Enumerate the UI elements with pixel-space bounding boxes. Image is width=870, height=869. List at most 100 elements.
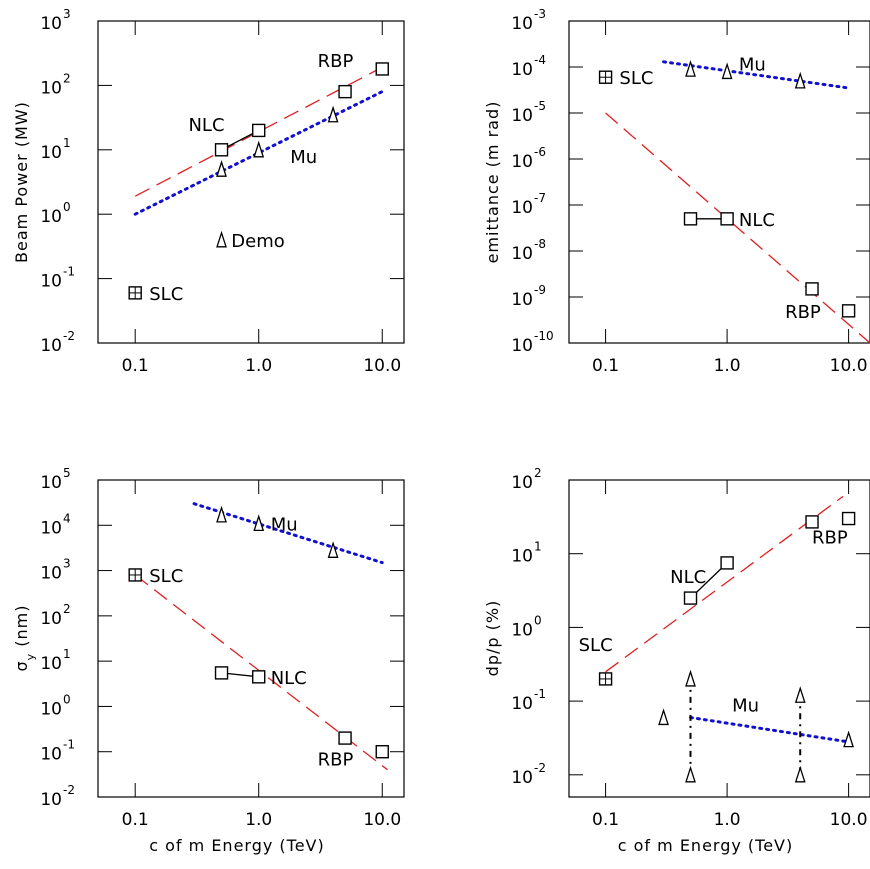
annotation-label: NLC [271,668,307,689]
y-tick-label-exponent: -2 [63,329,75,343]
y-tick-label: 10 [511,106,533,126]
y-tick-label-exponent: 0 [63,200,71,214]
y-tick-label: 10 [511,14,533,34]
annotation-label: RBP [785,302,821,323]
plot-frame [97,479,405,798]
data-point [841,304,856,318]
y-tick-label-exponent: -6 [534,145,546,159]
y-tick-label-exponent: 5 [63,466,71,480]
chart-panel-2: 10-310-410-510-610-710-810-910 -100.1 1.0 1… [483,7,870,376]
annotation-label: SLC [149,566,183,587]
annotation-label: SLC [149,284,183,305]
annotation-label: SLC [619,68,653,89]
x-tick-label: 10.0 [830,356,868,376]
series-line-dotted [689,716,851,744]
y-tick-label: 10 [40,745,62,765]
annotation-label: NLC [739,210,775,231]
y-tick-label: 10 [511,198,533,218]
x-tick-label: 1.0 [245,356,272,376]
x-axis-label: c of m Energy (TeV) [149,836,325,855]
y-tick-label-exponent: 1 [63,136,71,150]
y-tick-label-exponent: -1 [63,738,75,752]
y-tick-label-exponent: 1 [534,540,542,554]
annotation-label: SLC [579,635,613,656]
y-tick-label: 10 [40,564,62,584]
annotation-label: Demo [231,231,284,252]
data-point [805,515,819,529]
annotation-label: RBP [812,528,848,549]
y-tick-label: 10 [511,694,533,714]
y-tick-label: 10 [511,547,533,567]
y-tick-label-exponent: 2 [63,71,71,85]
y-tick-label-exponent: -9 [534,283,546,297]
y-tick-label: 10 [511,60,533,80]
annotation-label: Mu [290,147,317,168]
annotation-label: Mu [739,54,766,75]
y-tick-label: 10 [511,768,533,788]
data-point [805,282,819,296]
x-tick-label: 0.1 [122,356,149,376]
data-point [794,686,806,703]
y-tick-label-exponent: -1 [63,265,75,279]
y-tick-label-exponent: 1 [63,647,71,661]
data-point [658,708,669,726]
series-line-dotted [662,60,851,90]
y-tick-label-exponent: 2 [534,466,542,480]
data-point [683,591,698,605]
data-point [721,62,733,80]
series-line-dashed [605,112,870,344]
data-point [841,511,856,526]
y-tick-label-exponent: 4 [63,511,71,525]
y-tick-label-exponent: 3 [63,557,71,571]
data-point [252,670,266,684]
y-tick-label-exponent: -2 [63,783,75,797]
annotation-label: RBP [318,750,354,771]
series-line-dotted [133,90,384,216]
y-axis-label: emittance (m rad) [483,101,502,264]
data-point [216,160,227,177]
data-point [214,666,229,680]
data-point [794,765,806,783]
data-point [843,730,854,748]
y-tick-label: 10 [40,609,62,629]
annotation-label: Mu [271,514,298,535]
x-tick-label: 10.0 [830,810,868,830]
y-tick-label: 10 [511,290,533,310]
y-tick-label-exponent: -4 [534,53,546,67]
x-axis-label: c of m Energy (TeV) [618,836,794,855]
y-tick-label-exponent: -10 [534,329,554,343]
series-line-dotted [192,502,384,565]
y-tick-label-exponent: -1 [534,687,546,701]
data-point [253,140,265,158]
data-point [338,731,352,745]
plot-frame [568,479,870,798]
y-axis-label: dp/p (%) [483,600,502,677]
annotation-label: NLC [670,567,706,588]
y-tick-label: 10 [40,143,62,163]
data-point [375,745,389,759]
y-axis-label: Beam Power (MW) [12,101,31,263]
data-point [720,212,734,226]
y-tick-label-exponent: 0 [63,692,71,706]
x-tick-label: 1.0 [714,356,741,376]
annotation-label: RBP [318,51,354,72]
data-point [216,230,227,248]
x-tick-label: 10.0 [363,810,401,830]
plot-frame [568,20,870,344]
x-tick-label: 0.1 [592,810,619,830]
y-tick-label: 10 [40,78,62,98]
x-tick-label: 0.1 [592,356,619,376]
y-tick-label: 10 [511,244,533,264]
data-point [683,212,698,226]
annotation-label: NLC [188,115,224,136]
y-tick-label: 10 [511,620,533,640]
data-point [327,541,339,558]
y-tick-label: 10 [40,654,62,674]
y-tick-label-exponent: -7 [534,191,546,205]
y-tick-label: 10 [40,518,62,538]
y-tick-label-exponent: 3 [63,7,71,21]
data-point [252,123,266,138]
data-point [685,669,696,687]
